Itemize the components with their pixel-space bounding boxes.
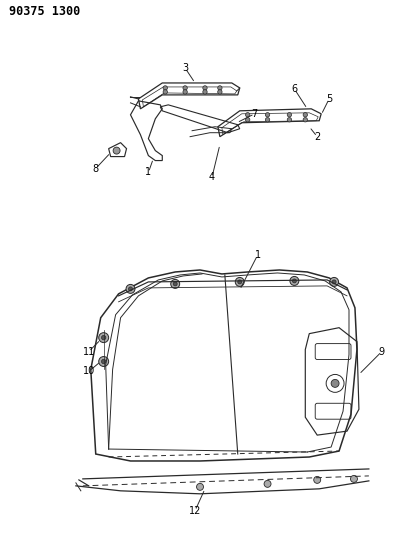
Text: 7: 7 bbox=[251, 109, 257, 119]
Circle shape bbox=[202, 90, 207, 94]
Text: 5: 5 bbox=[325, 94, 331, 104]
Circle shape bbox=[126, 285, 134, 293]
Text: 4: 4 bbox=[208, 173, 215, 182]
Circle shape bbox=[202, 86, 207, 90]
Circle shape bbox=[330, 379, 338, 387]
Text: 1: 1 bbox=[145, 167, 151, 177]
Text: 90375 1300: 90375 1300 bbox=[9, 5, 80, 18]
Circle shape bbox=[170, 279, 179, 288]
Circle shape bbox=[101, 335, 106, 340]
Circle shape bbox=[303, 118, 307, 122]
Circle shape bbox=[350, 475, 356, 482]
Circle shape bbox=[237, 280, 241, 284]
Circle shape bbox=[163, 86, 167, 90]
Circle shape bbox=[128, 287, 132, 291]
Text: 2: 2 bbox=[313, 132, 320, 142]
Text: 10: 10 bbox=[83, 367, 95, 376]
Circle shape bbox=[217, 86, 222, 90]
Circle shape bbox=[173, 282, 177, 286]
Circle shape bbox=[286, 118, 291, 122]
Text: 8: 8 bbox=[92, 164, 98, 174]
Text: 9: 9 bbox=[378, 346, 384, 357]
Circle shape bbox=[303, 112, 307, 117]
Circle shape bbox=[98, 333, 109, 343]
Circle shape bbox=[235, 278, 244, 286]
Circle shape bbox=[196, 483, 203, 490]
Circle shape bbox=[313, 477, 320, 483]
Circle shape bbox=[286, 112, 291, 117]
Circle shape bbox=[98, 357, 109, 367]
Circle shape bbox=[101, 359, 106, 364]
Circle shape bbox=[329, 278, 338, 286]
Circle shape bbox=[245, 118, 249, 122]
Circle shape bbox=[263, 480, 271, 487]
Text: 3: 3 bbox=[181, 63, 188, 73]
Text: 6: 6 bbox=[291, 84, 297, 94]
Text: 1: 1 bbox=[254, 250, 260, 260]
Circle shape bbox=[183, 86, 187, 90]
Circle shape bbox=[217, 90, 222, 94]
Circle shape bbox=[245, 112, 249, 117]
Circle shape bbox=[265, 118, 269, 122]
Circle shape bbox=[265, 112, 269, 117]
Circle shape bbox=[289, 277, 298, 285]
Circle shape bbox=[292, 279, 296, 283]
Circle shape bbox=[113, 147, 120, 154]
Circle shape bbox=[163, 90, 167, 94]
Circle shape bbox=[183, 90, 187, 94]
Text: 12: 12 bbox=[188, 506, 201, 516]
Circle shape bbox=[331, 280, 335, 284]
Text: 11: 11 bbox=[83, 346, 95, 357]
